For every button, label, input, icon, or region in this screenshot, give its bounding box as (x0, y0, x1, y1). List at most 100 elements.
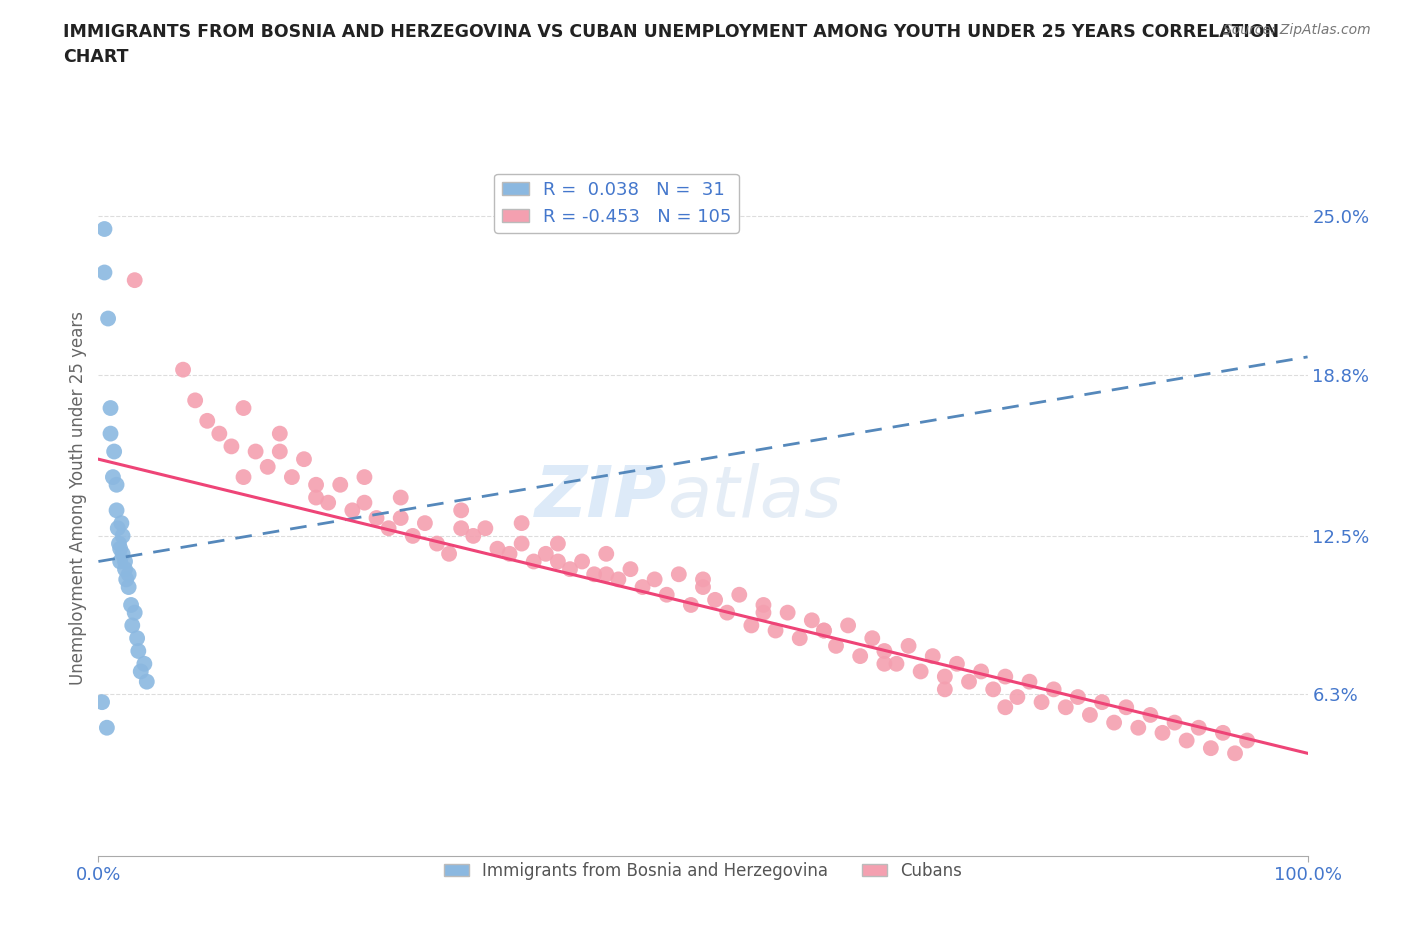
Point (692, 579, 714, 594)
Point (897, 639, 920, 654)
Point (1188, 720, 1211, 735)
Point (679, 598, 702, 613)
Point (510, 515, 533, 530)
Point (305, 477, 328, 492)
Point (281, 470, 304, 485)
Point (1175, 733, 1198, 748)
Point (740, 618, 762, 633)
Point (111, 547, 134, 562)
Point (498, 547, 520, 562)
Point (118, 567, 141, 582)
Point (631, 579, 654, 594)
Point (1152, 725, 1174, 740)
Point (619, 562, 641, 577)
Point (93, 221, 115, 236)
Point (329, 477, 352, 492)
Text: atlas: atlas (666, 463, 841, 532)
Point (127, 631, 149, 645)
Point (873, 644, 896, 658)
Point (120, 598, 142, 613)
Point (437, 547, 460, 562)
Y-axis label: Unemployment Among Youth under 25 years: Unemployment Among Youth under 25 years (69, 311, 87, 684)
Point (1199, 740, 1222, 755)
Point (269, 426, 291, 441)
Point (269, 445, 291, 459)
Point (1078, 708, 1101, 723)
Point (994, 670, 1017, 684)
Point (607, 572, 630, 587)
Point (1128, 720, 1150, 735)
Point (124, 272, 146, 287)
Point (849, 649, 872, 664)
Point (765, 623, 787, 638)
Point (105, 477, 128, 492)
Point (595, 567, 617, 582)
Point (716, 605, 738, 620)
Point (103, 445, 125, 459)
Point (1031, 695, 1053, 710)
Point (108, 554, 131, 569)
Point (813, 623, 835, 638)
Point (221, 439, 243, 454)
Point (256, 459, 278, 474)
Point (1042, 682, 1064, 697)
Point (1067, 690, 1090, 705)
Point (752, 598, 775, 613)
Point (121, 618, 143, 633)
Point (981, 682, 1004, 697)
Legend: Immigrants from Bosnia and Herzegovina, Cubans: Immigrants from Bosnia and Herzegovina, … (437, 856, 969, 886)
Point (692, 572, 714, 587)
Point (389, 511, 412, 525)
Point (305, 490, 328, 505)
Point (595, 547, 617, 562)
Point (1212, 725, 1234, 740)
Point (195, 413, 218, 428)
Point (1139, 708, 1161, 723)
Point (583, 567, 606, 582)
Point (292, 452, 315, 467)
Point (450, 521, 472, 536)
Point (886, 657, 908, 671)
Point (1091, 695, 1114, 710)
Point (1223, 746, 1246, 761)
Point (91, 695, 114, 710)
Point (1163, 715, 1185, 730)
Point (547, 536, 569, 551)
Point (135, 674, 157, 689)
Point (946, 657, 969, 671)
Point (108, 541, 131, 556)
Point (245, 445, 267, 459)
Point (558, 562, 581, 577)
Point (366, 511, 388, 525)
Point (1236, 733, 1258, 748)
Point (486, 541, 509, 556)
Text: IMMIGRANTS FROM BOSNIA AND HERZEGOVINA VS CUBAN UNEMPLOYMENT AMONG YOUTH UNDER 2: IMMIGRANTS FROM BOSNIA AND HERZEGOVINA V… (63, 23, 1279, 66)
Point (110, 515, 132, 530)
Point (474, 521, 496, 536)
Point (957, 674, 980, 689)
Point (172, 363, 194, 378)
Point (1102, 715, 1125, 730)
Point (728, 588, 751, 603)
Point (105, 503, 128, 518)
Text: Source: ZipAtlas.com: Source: ZipAtlas.com (1223, 23, 1371, 37)
Point (910, 664, 932, 679)
Point (184, 393, 207, 408)
Point (100, 401, 122, 416)
Point (118, 579, 141, 594)
Point (825, 639, 848, 654)
Point (789, 631, 811, 645)
Point (463, 528, 485, 543)
Point (107, 521, 129, 536)
Point (450, 503, 472, 518)
Point (813, 623, 835, 638)
Text: ZIP: ZIP (534, 463, 666, 532)
Point (510, 536, 533, 551)
Point (571, 554, 593, 569)
Point (127, 644, 149, 658)
Point (124, 605, 146, 620)
Point (377, 521, 399, 536)
Point (402, 528, 425, 543)
Point (134, 657, 156, 671)
Point (316, 495, 339, 510)
